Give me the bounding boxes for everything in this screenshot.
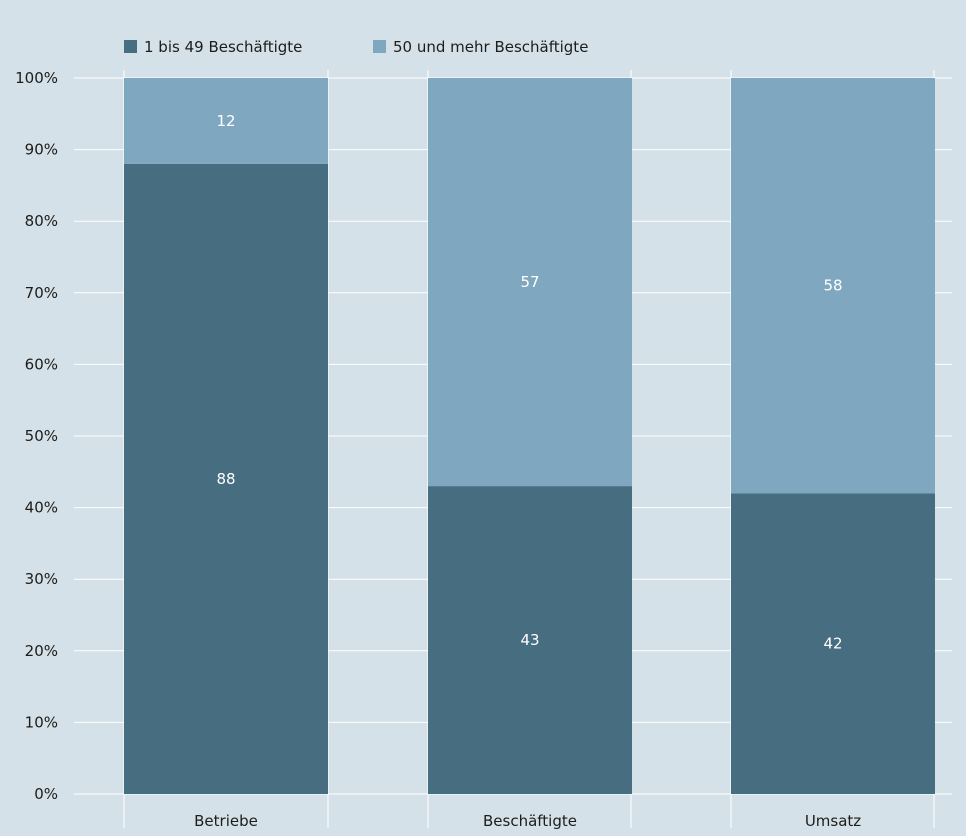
category-label: Betriebe (194, 812, 258, 830)
bars-layer (124, 78, 935, 795)
y-tick-label: 10% (25, 713, 58, 731)
y-tick-label: 90% (25, 141, 58, 159)
legend-label: 1 bis 49 Beschäftigte (144, 38, 302, 56)
axis-layer: 0% 10% 20% 30% 40% 50% 60% 70% 80% 90% 100% Betrieb… (15, 69, 861, 830)
y-tick-label: 20% (25, 642, 58, 660)
bar-segment-large-betriebe (124, 78, 328, 164)
data-label: 57 (520, 273, 539, 291)
data-label: 43 (520, 631, 539, 649)
y-tick-label: 30% (25, 570, 58, 588)
y-tick-label: 100% (15, 69, 58, 87)
labels-layer: 88 12 43 57 42 58 (216, 112, 842, 653)
legend-swatch (124, 40, 137, 53)
y-tick-label: 40% (25, 499, 58, 517)
y-tick-label: 70% (25, 284, 58, 302)
legend-swatch (373, 40, 386, 53)
data-label: 42 (823, 635, 842, 653)
bar-segment-small-beschäftigte (428, 486, 632, 794)
category-label: Beschäftigte (483, 812, 577, 830)
y-tick-label: 80% (25, 212, 58, 230)
bar-segment-large-beschäftigte (428, 78, 632, 487)
bar-segment-large-umsatz (731, 78, 935, 494)
legend-label: 50 und mehr Beschäftigte (393, 38, 588, 56)
category-label: Umsatz (805, 812, 861, 830)
bar-segment-small-umsatz (731, 493, 935, 794)
y-tick-label: 0% (34, 785, 58, 803)
data-label: 88 (216, 470, 235, 488)
data-label: 12 (216, 112, 235, 130)
data-label: 58 (823, 277, 842, 295)
bar-segment-small-betriebe (124, 163, 328, 795)
y-tick-label: 60% (25, 355, 58, 373)
y-tick-label: 50% (25, 427, 58, 445)
legend: 1 bis 49 Beschäftigte 50 und mehr Beschäf… (124, 38, 588, 56)
